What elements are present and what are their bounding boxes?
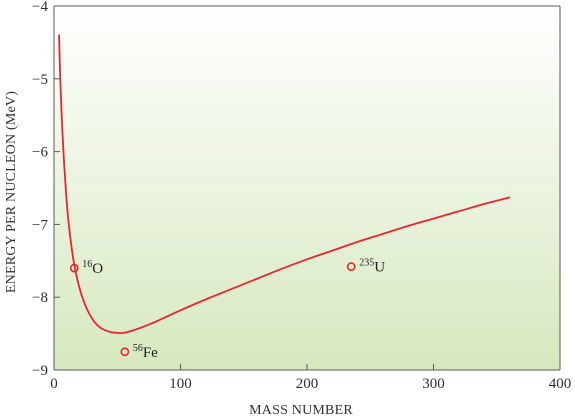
y-tick-label: −9 [32, 363, 48, 379]
x-tick-label: 0 [50, 376, 58, 392]
x-axis-title: MASS NUMBER [249, 403, 353, 417]
mass-number-superscript: 56 [133, 343, 143, 354]
nuclide-label-o: 16O [82, 259, 103, 277]
x-tick-label: 100 [169, 376, 192, 392]
y-tick-label: −8 [32, 290, 48, 306]
nuclide-marker-o [69, 263, 79, 273]
y-axis-title: ENERGY PER NUCLEON (MeV) [4, 91, 19, 293]
mass-number-superscript: 16 [82, 259, 92, 270]
y-tick-label: −6 [32, 145, 48, 161]
nuclide-marker-u [346, 262, 356, 272]
element-symbol: U [374, 260, 385, 276]
mass-number-superscript: 235 [359, 258, 374, 269]
binding-energy-curve-0 [58, 34, 511, 334]
y-tick-label: −4 [32, 0, 48, 15]
x-tick-label: 300 [422, 376, 445, 392]
y-tick-label: −7 [32, 217, 48, 233]
plot-area [54, 6, 560, 370]
nuclide-label-fe: 56Fe [133, 343, 158, 361]
x-tick-label: 400 [549, 376, 572, 392]
y-tick-label: −5 [32, 72, 48, 88]
element-symbol: Fe [143, 345, 158, 361]
x-tick-label: 200 [296, 376, 319, 392]
element-symbol: O [92, 261, 103, 277]
nuclide-marker-fe [120, 347, 130, 357]
nuclide-label-u: 235U [359, 258, 385, 276]
